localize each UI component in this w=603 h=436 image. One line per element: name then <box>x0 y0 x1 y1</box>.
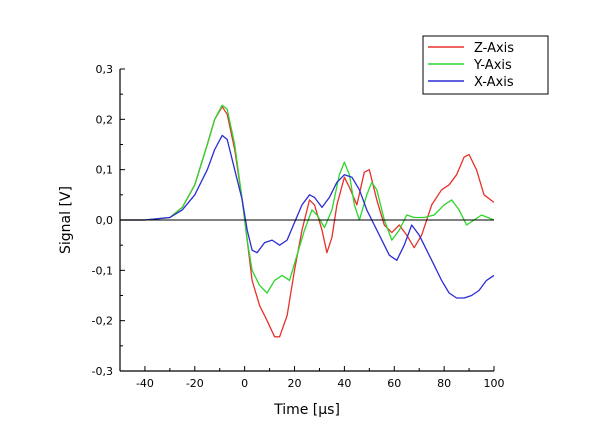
x-tick-label: 20 <box>288 377 302 390</box>
series-layer <box>120 104 495 338</box>
series-line-2 <box>120 134 495 299</box>
legend-label-1: Y-Axis <box>473 58 512 73</box>
legend-label-0: Z-Axis <box>474 41 514 56</box>
y-tick-label: -0,1 <box>92 264 113 277</box>
y-tick-label: 0,0 <box>96 214 114 227</box>
y-tick-label: 0,2 <box>96 113 114 126</box>
series-line-1 <box>120 104 495 294</box>
series-line-0 <box>120 106 495 338</box>
x-tick-label: 100 <box>484 377 505 390</box>
x-tick-label: 60 <box>387 377 401 390</box>
y-tick-label: -0,2 <box>92 315 113 328</box>
y-tick-label: -0,3 <box>92 365 113 378</box>
legend: Z-Axis Y-Axis X-Axis <box>422 35 549 95</box>
x-axis-title: Time [µs] <box>273 402 340 418</box>
x-tick-label: 40 <box>337 377 351 390</box>
ticks: -40 -20 0 20 40 60 80 100 -0,3 -0,2 -0,1 0,0 0,1 0,2 0… <box>92 63 505 390</box>
x-tick-label: 80 <box>437 377 451 390</box>
y-axis-title: Signal [V] <box>58 186 74 254</box>
y-tick-label: 0,1 <box>96 164 114 177</box>
x-tick-label: -20 <box>186 377 204 390</box>
x-tick-label: 0 <box>241 377 248 390</box>
x-tick-label: -40 <box>136 377 154 390</box>
y-tick-label: 0,3 <box>96 63 114 76</box>
legend-box <box>422 35 549 95</box>
legend-label-2: X-Axis <box>474 75 514 90</box>
